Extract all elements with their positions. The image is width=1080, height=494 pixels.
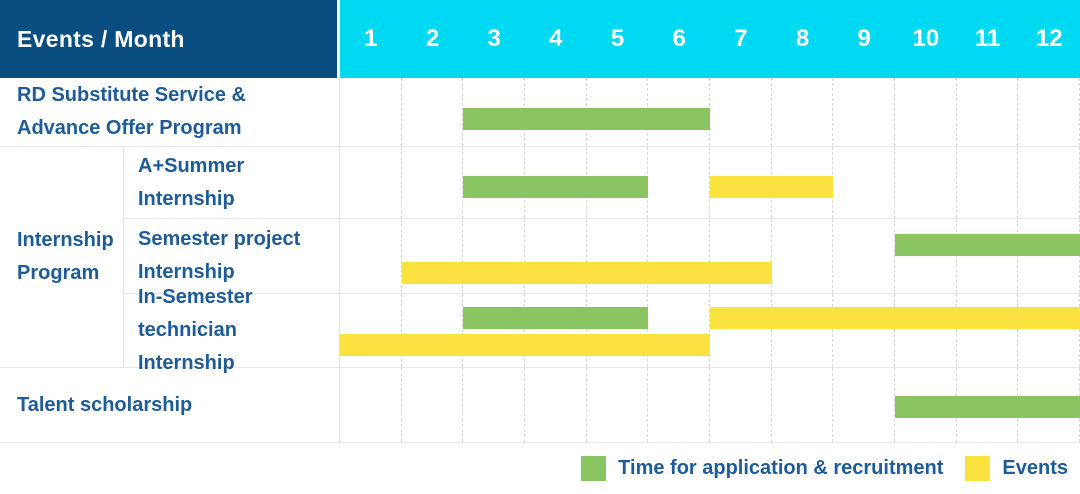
- gantt-bar: [463, 307, 649, 329]
- month-grid-cell: [525, 368, 587, 442]
- month-grid-cell: [648, 219, 711, 293]
- row-label-talent-scholarship: Talent scholarship: [0, 368, 340, 442]
- month-grid-cell: [833, 219, 896, 293]
- table-row: A+Summer Internship: [124, 147, 1080, 219]
- gantt-lane-aplus: [340, 147, 1080, 218]
- month-grid-cell: [648, 294, 711, 367]
- month-grid-cell: [1018, 294, 1080, 367]
- month-header: 1 2 3 4 5 6 7 8 9 10 11 12: [340, 0, 1080, 78]
- internship-program-group: Internship Program A+Summer Internship S…: [0, 147, 1080, 374]
- group-label-internship-program: Internship Program: [0, 147, 124, 367]
- legend: Time for application & recruitment Event…: [0, 443, 1080, 494]
- gantt-bar: [401, 262, 772, 284]
- month-grid-cell: [648, 368, 711, 442]
- gantt-bar: [340, 334, 710, 356]
- legend-label: Time for application & recruitment: [618, 457, 944, 479]
- month-grid-cell: [710, 294, 772, 367]
- legend-item-application-recruitment: Time for application & recruitment: [581, 456, 943, 481]
- month-grid-cell: [710, 219, 772, 293]
- month-grid-cell: [402, 368, 464, 442]
- gantt-lane-semester: [340, 219, 1080, 293]
- month-label: 10: [912, 25, 940, 52]
- legend-item-events: Events: [965, 456, 1068, 481]
- month-grid-cell: [402, 294, 464, 367]
- month-grid-cell: [463, 294, 526, 367]
- month-grid-cell: [525, 219, 587, 293]
- month-grid-cell: [833, 368, 896, 442]
- table-row: In-Semester technician Internship: [124, 286, 1080, 374]
- table-row: Semester project Internship: [124, 219, 1080, 294]
- month-grid-cell: [340, 147, 402, 218]
- month-grid-cell: [648, 147, 711, 218]
- month-grid-cell: [957, 147, 1019, 218]
- month-grid-cell: [957, 219, 1019, 293]
- month-label: 4: [549, 25, 563, 52]
- month-grid-cell: [587, 368, 649, 442]
- month-label: 8: [795, 25, 810, 52]
- internship-subrows: A+Summer Internship Semester project Int…: [124, 147, 1080, 374]
- month-label: 9: [857, 25, 871, 52]
- gantt-lane-talent: [340, 368, 1080, 442]
- gantt-lane-rd: [340, 78, 1080, 146]
- month-grid-cell: [957, 78, 1019, 146]
- month-label: 12: [1035, 25, 1063, 52]
- month-label: 5: [610, 25, 625, 52]
- month-grid-cell: [833, 294, 896, 367]
- month-grid-cell: [772, 78, 834, 146]
- month-grid-cell: [402, 219, 464, 293]
- gantt-bar: [463, 176, 649, 198]
- gantt-bar: [895, 396, 1080, 418]
- table-header-row: Events / Month 1 2 3 4 5 6 7 8 9 10 11 12: [0, 0, 1080, 78]
- yellow-swatch-icon: [965, 456, 991, 481]
- month-grid-cell: [895, 294, 957, 367]
- month-grid-cell: [587, 219, 649, 293]
- month-grid-cell: [1018, 147, 1080, 218]
- month-grid-cell: [895, 78, 957, 146]
- month-grid-cell: [895, 219, 957, 293]
- month-grid-cell: [340, 78, 402, 146]
- month-grid-cell: [402, 147, 464, 218]
- month-grid-cell: [402, 78, 464, 146]
- table-row: Talent scholarship: [0, 368, 1080, 443]
- month-grid-cell: [525, 294, 587, 367]
- month-label: 6: [672, 25, 686, 52]
- month-grid-cell: [772, 368, 834, 442]
- row-label-rd-substitute: RD Substitute Service & Advance Offer Pr…: [0, 78, 340, 146]
- row-label-aplus-summer: A+Summer Internship: [124, 147, 340, 218]
- month-grid-cell: [340, 219, 402, 293]
- table-row: RD Substitute Service & Advance Offer Pr…: [0, 78, 1080, 147]
- month-grid-cell: [340, 368, 402, 442]
- month-label: 7: [734, 25, 748, 52]
- legend-label: Events: [1002, 457, 1068, 479]
- month-grid-cell: [340, 294, 402, 367]
- month-grid-cell: [895, 147, 957, 218]
- month-grid-cell: [772, 219, 834, 293]
- month-grid-cell: [772, 294, 834, 367]
- gantt-bar: [710, 176, 834, 198]
- month-label: 3: [487, 25, 501, 52]
- month-grid-cell: [1018, 78, 1080, 146]
- month-grid-cell: [463, 368, 526, 442]
- month-grid-cell: [463, 219, 526, 293]
- events-month-header-cell: Events / Month: [0, 0, 340, 78]
- month-grid-cell: [710, 78, 772, 146]
- month-grid-cell: [957, 294, 1019, 367]
- month-grid-cell: [1018, 219, 1080, 293]
- month-label: 2: [425, 25, 440, 52]
- row-label-semester-project: Semester project Internship: [124, 219, 340, 293]
- gantt-bar: [463, 108, 710, 130]
- month-grid-cell: [833, 147, 896, 218]
- month-grid-cell: [710, 368, 772, 442]
- gantt-bar: [710, 307, 1080, 329]
- row-label-insemester-technician: In-Semester technician Internship: [124, 286, 340, 374]
- gantt-lane-insemester: [340, 294, 1080, 367]
- gantt-bar: [895, 234, 1080, 256]
- month-grid-cell: [833, 78, 896, 146]
- month-grid-cell: [587, 294, 649, 367]
- month-label: 11: [974, 25, 1001, 52]
- green-swatch-icon: [581, 456, 607, 481]
- month-label: 1: [364, 25, 378, 52]
